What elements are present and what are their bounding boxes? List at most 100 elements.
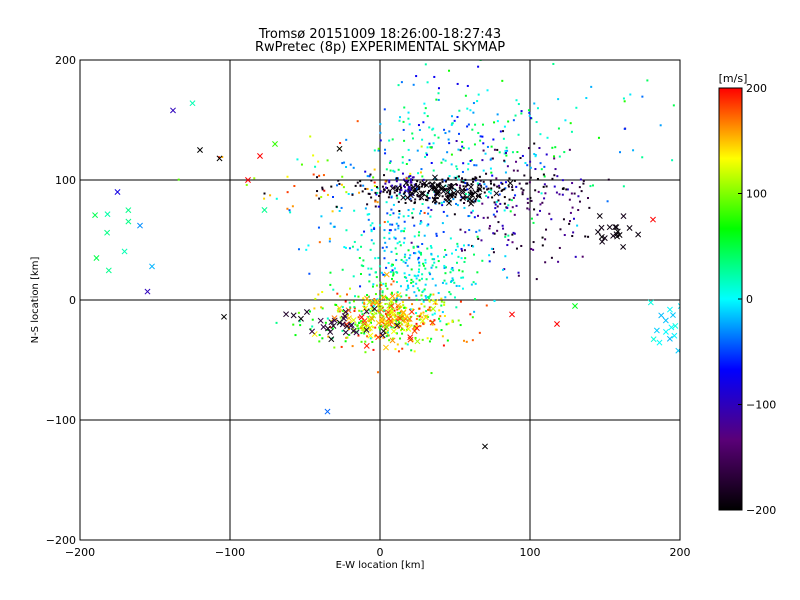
data-point-dot [577, 195, 580, 198]
data-point-dot [383, 309, 386, 312]
data-point-cross [476, 186, 483, 193]
data-point-dot [539, 203, 542, 206]
data-point-dot [453, 119, 456, 122]
data-point-cross [598, 224, 605, 231]
data-point-dot [417, 256, 420, 259]
data-point-dot [392, 203, 395, 206]
data-point-dot [426, 115, 429, 118]
data-point-dot [494, 215, 497, 218]
data-point-dot [405, 259, 408, 262]
data-point-dot [418, 195, 421, 198]
data-point-dot [384, 152, 387, 155]
data-point-dot [382, 190, 385, 193]
data-point-dot [471, 244, 474, 247]
data-point-dot [474, 198, 477, 201]
data-point-dot [388, 311, 391, 314]
data-point-dot [501, 224, 504, 227]
x-tick-label: −200 [65, 546, 95, 559]
data-point-cross [447, 183, 454, 190]
data-point-dot [389, 169, 392, 172]
data-point-dot [462, 180, 465, 183]
data-point-dot [378, 195, 381, 198]
data-point-dot [430, 208, 433, 211]
data-point-dot [428, 271, 431, 274]
data-point-dot [400, 229, 403, 232]
data-point-dot [451, 267, 454, 270]
data-point-dot [496, 113, 499, 116]
data-point-dot [361, 328, 364, 331]
data-point-dot [437, 92, 440, 95]
data-point-dot [438, 202, 441, 205]
data-point-dot [487, 196, 490, 199]
data-point-cross [317, 317, 324, 324]
data-point-dot [352, 300, 355, 303]
data-point-dot [419, 325, 422, 328]
data-point-cross [395, 292, 402, 299]
data-point-cross [446, 200, 452, 207]
data-point-dot [395, 259, 398, 262]
data-point-dot [466, 125, 469, 128]
data-point-dot [512, 231, 515, 234]
data-point-dot [471, 177, 474, 180]
data-point-cross [353, 329, 360, 336]
data-point-dot [463, 249, 466, 252]
data-point-dot [431, 277, 434, 280]
data-point-dot [405, 276, 408, 279]
chart-subtitle: RwPretec (8p) EXPERIMENTAL SKYMAP [255, 40, 505, 55]
data-point-dot [575, 106, 578, 109]
data-point-dot [380, 325, 383, 328]
data-point-dot [471, 316, 474, 319]
data-point-cross [290, 312, 297, 319]
data-point-dot [386, 220, 389, 223]
data-point-dot [412, 83, 415, 86]
data-point-dot [383, 229, 386, 232]
data-point-dot [482, 180, 485, 183]
data-point-dot [403, 318, 406, 321]
data-point-dot [402, 215, 405, 218]
data-point-dot [396, 312, 399, 315]
data-point-dot [470, 159, 473, 162]
data-point-dot [426, 337, 429, 340]
data-point-dot [419, 181, 422, 184]
data-point-dot [414, 252, 417, 255]
data-point-dot [420, 302, 423, 305]
data-point-cross [410, 184, 417, 191]
data-point-dot [527, 109, 530, 112]
data-point-dot [320, 196, 323, 199]
data-point-dot [413, 252, 416, 255]
data-point-dot [435, 178, 438, 181]
data-point-dot [511, 233, 514, 236]
data-point-dot [300, 163, 303, 166]
data-point-dot [370, 179, 373, 182]
data-point-dot [384, 312, 387, 315]
data-point-dot [523, 174, 526, 177]
data-point-dot [472, 111, 475, 114]
data-point-dot [508, 177, 511, 180]
data-point-dot [500, 189, 503, 192]
data-point-cross [407, 334, 414, 341]
data-point-dot [520, 110, 523, 113]
data-point-dot [369, 248, 372, 251]
data-point-dot [442, 344, 445, 347]
data-point-dot [364, 340, 367, 343]
data-point-dot [298, 320, 301, 323]
data-point-dot [409, 197, 412, 200]
data-point-dot [326, 193, 329, 196]
data-point-dot [426, 81, 429, 84]
data-point-dot [408, 257, 411, 260]
data-point-dot [476, 271, 479, 274]
data-point-dot [481, 135, 484, 138]
data-point-dot [443, 279, 446, 282]
data-point-dot [474, 282, 477, 285]
data-point-dot [597, 136, 600, 139]
data-point-dot [356, 120, 359, 123]
data-point-dot [413, 326, 416, 329]
data-point-dot [412, 280, 415, 283]
data-point-cross [114, 189, 121, 195]
data-point-dot [477, 131, 480, 134]
data-point-dot [517, 271, 520, 274]
data-point-dot [413, 235, 416, 238]
data-point-dot [364, 170, 367, 173]
data-point-dot [435, 266, 438, 269]
data-point-cross [350, 317, 357, 324]
